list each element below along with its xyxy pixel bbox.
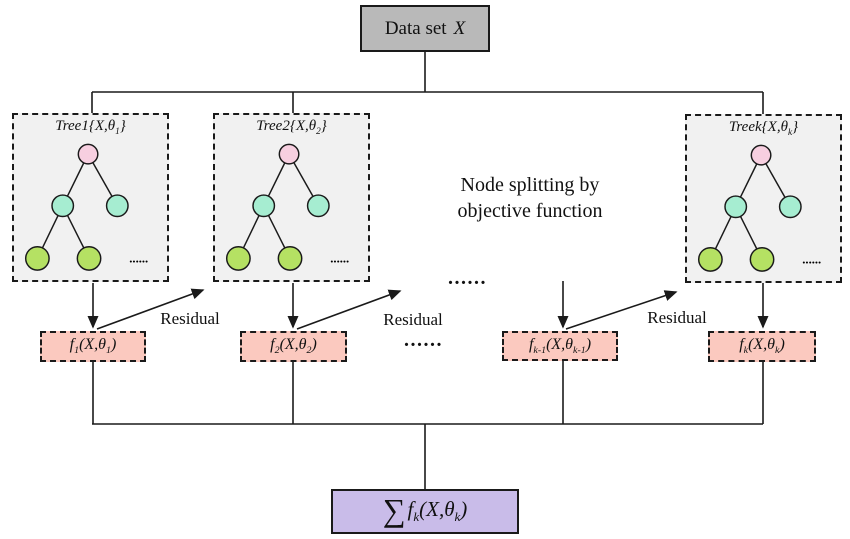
tree-node-root (750, 144, 772, 166)
node-splitting-note: Node splitting by objective function (415, 172, 645, 224)
tree-node-leaf (76, 245, 102, 271)
fk-1-label: fk-1(X,θk-1) (528, 335, 592, 357)
tree-node-root (278, 143, 300, 165)
tree-ellipsis: ...... (129, 251, 148, 265)
tree-node-leaf (277, 245, 303, 271)
tree-node-mid (51, 194, 75, 218)
sigma-symbol: ∑ (382, 492, 406, 528)
treek-box: ...... Treek{X,θk} (685, 114, 842, 283)
sum-box: ∑ fk(X,θk) (331, 489, 519, 534)
tree2-graphic: ...... (225, 143, 349, 271)
upper-ellipsis: ...... (448, 267, 487, 289)
tree-node-mid (306, 194, 330, 218)
tree2-title: Tree2{X,θ2} (256, 118, 327, 137)
residual-label-3: Residual (647, 308, 707, 327)
fk-box: fk(X,θk) (708, 331, 816, 362)
tree-node-leaf (225, 245, 251, 271)
lower-ellipsis: ...... (404, 329, 443, 351)
treek-title: Treek{X,θk} (728, 119, 799, 138)
tree1-box: ...... Tree1{X,θ1} (12, 113, 169, 282)
tree-node-mid (724, 195, 748, 219)
tree-node-leaf (749, 246, 775, 272)
dataset-variable: X (453, 17, 466, 39)
residual-arrow-1 (96, 288, 205, 330)
tree-node-mid (778, 195, 802, 219)
fk-1-box: fk-1(X,θk-1) (502, 331, 618, 361)
tree-node-leaf (24, 245, 50, 271)
note-line-2: objective function (457, 200, 603, 222)
dataset-label: Data set (384, 17, 447, 39)
residual-label-2: Residual (383, 310, 443, 329)
tree-node-leaf (697, 246, 723, 272)
tree-node-mid (252, 194, 276, 218)
tree-node-root (77, 143, 99, 165)
residual-arrow-3 (565, 290, 678, 330)
tree1-graphic: ...... (24, 143, 148, 271)
tree-ellipsis: ...... (330, 251, 349, 265)
f2-label: f2(X,θ2) (270, 336, 317, 357)
dataset-box: Data set X (360, 5, 490, 52)
fk-label: fk(X,θk) (739, 336, 785, 357)
f2-box: f2(X,θ2) (240, 331, 347, 362)
tree-node-mid (105, 194, 129, 218)
treek-graphic: ...... (697, 144, 821, 272)
tree-ellipsis: ...... (802, 252, 821, 266)
note-line-1: Node splitting by (460, 174, 600, 196)
f1-box: f1(X,θ1) (40, 331, 146, 362)
tree2-box: ...... Tree2{X,θ2} (213, 113, 370, 282)
residual-label-1: Residual (160, 309, 220, 328)
f1-label: f1(X,θ1) (69, 336, 117, 357)
residual-arrow-2 (296, 289, 402, 330)
tree1-title: Tree1{X,θ1} (55, 118, 126, 137)
sum-label: fk(X,θk) (407, 497, 468, 525)
